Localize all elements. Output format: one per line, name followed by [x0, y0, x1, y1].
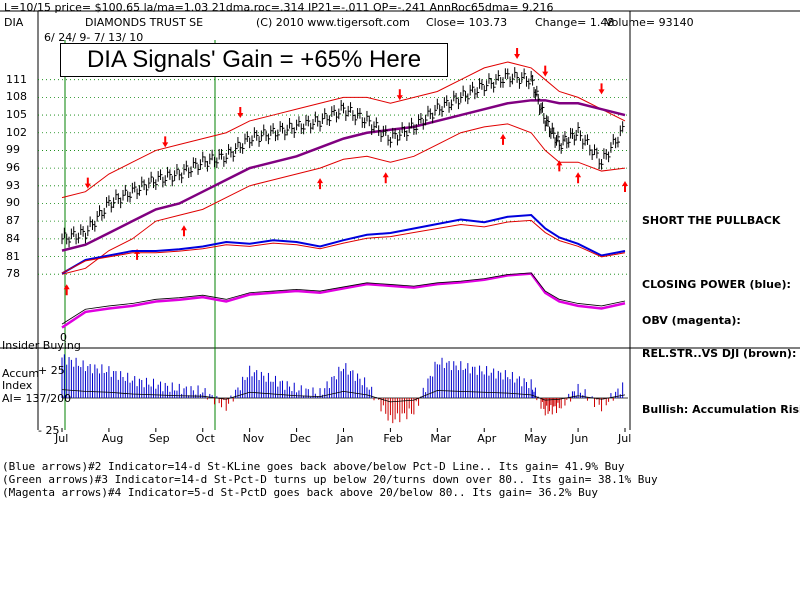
y-tick-label: 93: [6, 178, 20, 192]
ma-line: [61, 99, 626, 252]
buy-arrow: [575, 172, 582, 184]
minus25-label: - 25: [38, 424, 60, 437]
sell-arrow: [396, 89, 403, 101]
y-tick-label: 108: [6, 90, 27, 104]
stock-name: DIAMONDS TRUST SE: [85, 16, 204, 29]
y-tick-label: 81: [6, 249, 20, 263]
x-tick-label: Dec: [289, 432, 311, 445]
y-tick-label: 78: [6, 267, 20, 281]
plus25-label: + 25: [38, 364, 65, 377]
copyright: (C) 2010 www.tigersoft.com: [256, 16, 410, 29]
closing-power-line: [61, 213, 626, 275]
y-tick-label: 111: [6, 72, 27, 86]
y-tick-label: 96: [6, 161, 20, 175]
y-tick-label: 105: [6, 108, 27, 122]
obv-ma: [61, 272, 626, 325]
x-tick-label: Jan: [336, 432, 354, 445]
x-tick-label: Apr: [477, 432, 497, 445]
buy-arrow: [317, 178, 324, 190]
sell-arrow: [598, 83, 605, 95]
legend-green: (Green arrows)#3 Indicator=14-d St-Pct-D…: [2, 473, 658, 486]
lower-band-line: [61, 123, 626, 275]
obv-label: OBV (magenta):: [642, 314, 741, 327]
volume-value: Volume= 93140: [605, 16, 694, 29]
sell-arrow: [237, 106, 244, 118]
closing-power-label: CLOSING POWER (blue):: [642, 278, 791, 291]
y-tick-label: 90: [6, 196, 20, 210]
x-tick-label: Mar: [430, 432, 452, 445]
accum-label: Accum: [2, 367, 40, 380]
x-tick-label: Aug: [101, 432, 124, 445]
y-tick-label: 87: [6, 214, 20, 228]
buy-arrow: [382, 172, 389, 184]
y-tick-label: 99: [6, 143, 20, 157]
insider-buying-label: Insider Buying: [2, 339, 81, 352]
ai-label: AI= 137/200: [2, 392, 72, 405]
symbol-label: DIA: [4, 16, 24, 29]
short-pullback-label: SHORT THE PULLBACK: [642, 214, 781, 227]
buy-arrow: [556, 160, 563, 172]
x-tick-label: Jun: [571, 432, 589, 445]
zero-label: 0: [60, 331, 67, 344]
gain-banner: DIA Signals' Gain = +65% Here: [60, 43, 448, 77]
x-tick-label: Oct: [195, 432, 215, 445]
legend-magenta: (Magenta arrows)#4 Indicator=5-d St-PctD…: [2, 486, 599, 499]
buy-arrow: [500, 133, 507, 145]
buy-arrow: [622, 181, 628, 193]
y-tick-label: 84: [6, 231, 20, 245]
buy-arrow: [63, 284, 70, 296]
change-value: Change= 1.48: [535, 16, 615, 29]
relstr-label: REL.STR..VS DJI (brown):: [642, 347, 797, 360]
sell-arrow: [514, 48, 521, 59]
sell-arrow: [162, 136, 169, 148]
x-tick-label: Feb: [383, 432, 403, 445]
accum-ma: [61, 389, 626, 403]
obv-line: [61, 272, 626, 329]
date-range: 6/ 24/ 9- 7/ 13/ 10: [44, 31, 144, 44]
x-tick-label: Nov: [242, 432, 265, 445]
x-tick-label: Jul: [618, 432, 632, 445]
upper-band-line: [61, 61, 626, 199]
x-tick-label: May: [524, 432, 547, 445]
x-tick-label: Sep: [148, 432, 170, 445]
bullish-label: Bullish: Accumulation Rising: [642, 403, 800, 416]
sell-arrow: [84, 177, 91, 189]
buy-arrow: [180, 225, 187, 237]
x-tick-label: Jul: [55, 432, 69, 445]
y-tick-label: 102: [6, 125, 27, 139]
close-value: Close= 103.73: [426, 16, 508, 29]
legend-blue: (Blue arrows)#2 Indicator=14-d St-KLine …: [2, 460, 625, 473]
index-label: Index: [2, 379, 33, 392]
closing-power-ma: [61, 219, 626, 274]
sell-arrow: [542, 65, 549, 77]
